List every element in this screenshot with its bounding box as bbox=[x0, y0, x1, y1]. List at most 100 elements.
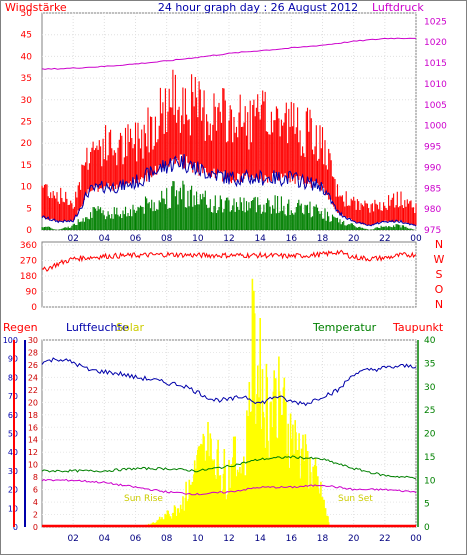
solar-tick-label: 20 bbox=[28, 398, 38, 407]
humidity-tick-label: 80 bbox=[8, 373, 18, 382]
panel-wind-series bbox=[41, 37, 417, 230]
humidity-tick-label: 90 bbox=[8, 355, 18, 364]
climate-x-tick-label: 18 bbox=[317, 534, 329, 544]
solar-tick-label: 14 bbox=[28, 436, 38, 445]
direction-y-tick-label: 180 bbox=[20, 272, 37, 282]
humidity-tick-label: 70 bbox=[8, 392, 18, 401]
climate-x-tick-label: 04 bbox=[99, 534, 111, 544]
pressure-axis-title: Luftdruck bbox=[372, 1, 424, 14]
direction-axis-ticks: 360 270 180 90 0 bbox=[20, 241, 37, 313]
wind-x-tick-label: 22 bbox=[379, 234, 390, 244]
wind-y-tick-label: 35 bbox=[21, 74, 32, 84]
solar-tick-label: 24 bbox=[28, 373, 38, 382]
wind-x-tick-label: 20 bbox=[348, 234, 360, 244]
humidity-tick-label: 50 bbox=[8, 430, 18, 439]
solar-tick-label: 4 bbox=[33, 498, 38, 507]
pressure-y-tick-label: 1025 bbox=[424, 17, 447, 27]
sunrise-label: Sun Rise bbox=[124, 494, 163, 504]
panel-climate-x-ticks: 02 04 06 08 10 12 14 16 18 20 22 00 bbox=[67, 534, 422, 544]
temperature-tick-label: 20 bbox=[424, 430, 436, 440]
climate-x-tick-label: 12 bbox=[223, 534, 234, 544]
pressure-y-tick-label: 1020 bbox=[424, 38, 447, 48]
pressure-y-tick-label: 990 bbox=[424, 163, 441, 173]
wind-x-tick-label: 02 bbox=[67, 234, 78, 244]
solar-tick-label: 26 bbox=[28, 361, 38, 370]
pressure-y-tick-label: 975 bbox=[424, 226, 441, 236]
wind-axis-ticks: 0 5 10 15 20 25 30 35 40 45 50 bbox=[21, 9, 33, 236]
direction-y-tick-label: 360 bbox=[20, 241, 37, 251]
wind-x-tick-label: 18 bbox=[317, 234, 329, 244]
wind-y-tick-label: 10 bbox=[21, 183, 33, 193]
climate-x-tick-label: 16 bbox=[286, 534, 298, 544]
wind-y-tick-label: 15 bbox=[21, 161, 32, 171]
wind-axis-title: Windstärke bbox=[5, 1, 67, 14]
wind-x-tick-label: 08 bbox=[161, 234, 173, 244]
temperature-tick-label: 10 bbox=[424, 476, 436, 486]
temperature-tick-label: 0 bbox=[424, 523, 430, 533]
climate-x-tick-label: 20 bbox=[348, 534, 360, 544]
dewpoint-series bbox=[41, 478, 417, 496]
solar-tick-label: 18 bbox=[28, 411, 38, 420]
wind-x-tick-label: 14 bbox=[254, 234, 266, 244]
humidity-tick-label: 0 bbox=[13, 523, 18, 532]
wind-x-tick-label: 00 bbox=[410, 234, 422, 244]
solar-tick-label: 16 bbox=[28, 423, 38, 432]
temperature-tick-label: 15 bbox=[424, 453, 435, 463]
climate-x-tick-label: 10 bbox=[192, 534, 204, 544]
humidity-tick-label: 20 bbox=[8, 486, 18, 495]
temperature-label: Temperatur bbox=[312, 321, 377, 334]
humidity-series bbox=[41, 357, 417, 407]
solar-tick-label: 8 bbox=[33, 473, 38, 482]
climate-x-tick-label: 02 bbox=[67, 534, 78, 544]
humidity-tick-label: 100 bbox=[3, 336, 18, 345]
direction-compass-label: W bbox=[434, 253, 445, 266]
pressure-y-tick-label: 985 bbox=[424, 184, 441, 194]
panel-direction-series bbox=[41, 249, 417, 272]
sunset-label: Sun Set bbox=[338, 494, 373, 504]
climate-x-tick-label: 22 bbox=[379, 534, 390, 544]
humidity-tick-label: 60 bbox=[8, 411, 18, 420]
direction-compass-label: O bbox=[435, 283, 444, 296]
wind-y-tick-label: 40 bbox=[21, 52, 33, 62]
wind-gust-series bbox=[41, 69, 417, 226]
wind-x-tick-label: 04 bbox=[99, 234, 111, 244]
temperature-tick-label: 35 bbox=[424, 359, 435, 369]
pressure-y-tick-label: 995 bbox=[424, 143, 441, 153]
panel-direction-grid bbox=[42, 244, 417, 308]
solar-tick-label: 10 bbox=[28, 461, 38, 470]
pressure-y-tick-label: 980 bbox=[424, 205, 441, 215]
temperature-tick-label: 30 bbox=[424, 383, 436, 393]
dewpoint-label: Taupunkt bbox=[392, 321, 444, 334]
wind-x-tick-label: 10 bbox=[192, 234, 204, 244]
direction-y-tick-label: 90 bbox=[26, 288, 38, 298]
direction-compass-label: S bbox=[436, 268, 443, 281]
wind-x-tick-label: 06 bbox=[130, 234, 142, 244]
temperature-tick-label: 40 bbox=[424, 336, 436, 346]
wind-y-tick-label: 5 bbox=[26, 204, 32, 214]
temperature-tick-label: 5 bbox=[424, 500, 430, 510]
solar-tick-label: 12 bbox=[28, 448, 38, 457]
direction-y-tick-label: 0 bbox=[31, 303, 37, 313]
climate-x-tick-label: 08 bbox=[161, 534, 173, 544]
pressure-series bbox=[41, 37, 416, 70]
wind-y-tick-label: 20 bbox=[21, 139, 33, 149]
climate-x-tick-label: 14 bbox=[254, 534, 266, 544]
solar-tick-label: 30 bbox=[28, 336, 38, 345]
humidity-tick-label: 40 bbox=[8, 448, 18, 457]
wind-average-series bbox=[41, 180, 416, 230]
pressure-y-tick-label: 1015 bbox=[424, 59, 447, 69]
humidity-tick-label: 30 bbox=[8, 467, 18, 476]
wind-direction-series bbox=[41, 249, 417, 272]
wind-y-tick-label: 30 bbox=[21, 96, 33, 106]
humidity-axis-ticks: 0 10 20 30 40 50 60 70 80 90 100 bbox=[3, 336, 18, 532]
pressure-y-tick-label: 1000 bbox=[424, 122, 447, 132]
pressure-y-tick-label: 1005 bbox=[424, 101, 447, 111]
wind-mean-series bbox=[41, 153, 417, 227]
wind-y-tick-label: 50 bbox=[21, 9, 33, 19]
direction-y-tick-label: 270 bbox=[20, 257, 37, 267]
solar-tick-label: 6 bbox=[33, 486, 38, 495]
solar-label: Solar bbox=[116, 321, 145, 334]
